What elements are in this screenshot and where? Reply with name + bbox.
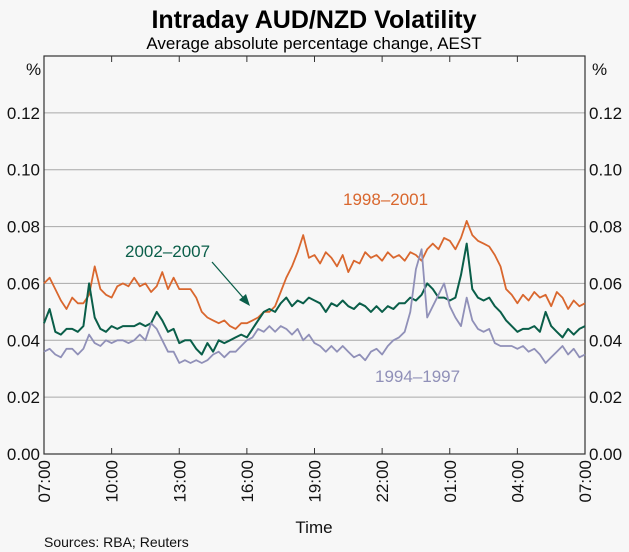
x-tick-label-3: 16:00 [238,460,257,503]
series-label-2002-2007-arrowhead [239,294,250,306]
x-tick-label-5: 22:00 [373,460,392,503]
y-tick-left-6: 0.12 [7,104,40,123]
y-tick-left-3: 0.06 [7,274,40,293]
series-label-2002-2007: 2002–2007 [125,242,210,261]
series-line-1998-2001 [43,219,586,330]
y-tick-right-1: 0.02 [589,388,622,407]
series-label-1994-1997: 1994–1997 [375,367,460,386]
series-line-2002-2007 [43,242,586,356]
chart-title: Intraday AUD/NZD Volatility [151,6,476,34]
x-axis-ticks: 07:00 10:00 13:00 16:00 19:00 22:00 01:00 04:00… [35,56,595,503]
series-label-1998-2001: 1998–2001 [343,190,428,209]
y-tick-left-5: 0.10 [7,161,40,180]
x-axis-label: Time [295,518,332,537]
x-tick-label-8: 07:00 [576,460,595,503]
y-tick-right-3: 0.06 [589,274,622,293]
y-tick-left-2: 0.04 [7,331,40,350]
y-tick-left-4: 0.08 [7,218,40,237]
y-axis-ticks: 0.00 0.00 0.02 0.02 0.04 0.04 0.06 0.06 0.08 0.08… [7,104,622,464]
y-tick-right-6: 0.12 [589,104,622,123]
series-label-2002-2007-arrow [211,261,248,303]
x-tick-label-6: 01:00 [441,460,460,503]
y-tick-right-5: 0.10 [589,161,622,180]
x-tick-label-0: 07:00 [35,460,54,503]
y-axis-unit-right: % [592,60,607,79]
chart-subtitle: Average absolute percentage change, AEST [146,34,481,53]
y-tick-right-2: 0.04 [589,331,622,350]
x-tick-label-1: 10:00 [103,460,122,503]
x-tick-label-7: 04:00 [508,460,527,503]
series-lines [43,219,586,364]
series-line-1994-1997 [43,248,586,364]
y-tick-right-4: 0.08 [589,218,622,237]
y-axis-unit-left: % [26,60,41,79]
y-tick-right-0: 0.00 [589,445,622,464]
x-tick-label-2: 13:00 [170,460,189,503]
x-tick-label-4: 19:00 [306,460,325,503]
y-tick-left-0: 0.00 [7,445,40,464]
y-tick-left-1: 0.02 [7,388,40,407]
source-note: Sources: RBA; Reuters [44,534,189,550]
